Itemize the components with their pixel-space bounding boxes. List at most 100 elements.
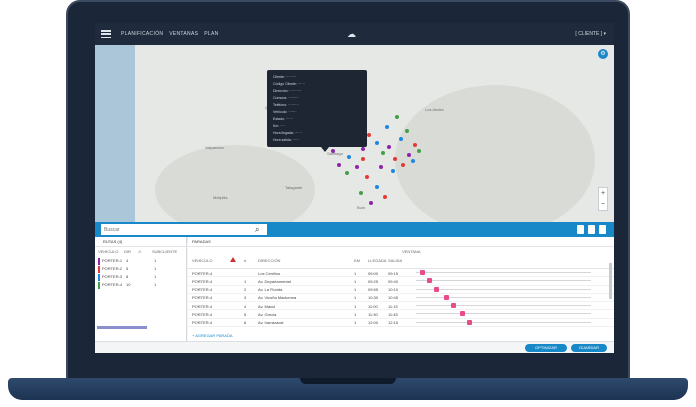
excel-icon[interactable]	[588, 225, 595, 234]
map-stop-marker[interactable]	[393, 157, 397, 161]
column-header: DIR	[124, 249, 131, 254]
vertical-scrollbar[interactable]	[609, 263, 612, 299]
map-stop-marker[interactable]	[361, 157, 365, 161]
tooltip-line: Estado: ······	[273, 117, 293, 121]
stop-row[interactable]: PORTER-4 2 Av. La Florida 1 09:55 10:10	[188, 286, 614, 294]
breadcrumb-item[interactable]: PLAN	[204, 31, 219, 37]
route-color-swatch	[98, 265, 100, 273]
timeline-pin[interactable]	[466, 319, 472, 325]
tooltip-arrow	[321, 147, 329, 152]
stop-etd: 11:45	[388, 311, 398, 317]
stop-row[interactable]: PORTER-4 4 Av. Macul 1 11:00 11:15	[188, 302, 614, 311]
map-stop-marker[interactable]	[411, 159, 415, 163]
timeline-pin[interactable]	[444, 294, 449, 300]
stop-address: Av. Vicuña Mackenna	[258, 295, 297, 301]
stop-address: Av. Macul	[258, 303, 276, 309]
app-screen: PLANIFICACIÓN VENTANAS PLAN ☁ [ CLIENTE …	[95, 23, 614, 353]
search-icon[interactable]: ⌕	[255, 225, 260, 234]
map-stop-marker[interactable]	[361, 147, 365, 151]
map[interactable]: Santiago Melipilla San Antonio Talagante…	[95, 45, 614, 243]
menu-icon[interactable]	[101, 30, 111, 38]
stop-vehicle: PORTER-4	[192, 287, 213, 293]
warning-icon	[230, 257, 236, 262]
map-stop-marker[interactable]	[375, 141, 379, 145]
map-stop-marker[interactable]	[375, 185, 379, 189]
cloud-sync-icon[interactable]: ☁	[347, 29, 356, 39]
map-stop-marker[interactable]	[331, 149, 335, 153]
route-row[interactable]: PORTER-4 10 1	[95, 281, 186, 289]
map-stop-marker[interactable]	[413, 143, 417, 147]
stop-km: 1	[354, 311, 357, 317]
breadcrumb-item[interactable]: VENTANAS	[169, 31, 199, 37]
map-stop-marker[interactable]	[345, 171, 349, 175]
timeline-pin[interactable]	[433, 286, 439, 292]
route-color-swatch	[98, 257, 100, 265]
search-input[interactable]	[101, 224, 267, 235]
optimize-button[interactable]: OPTIMIZAR	[525, 344, 567, 352]
map-relief	[395, 85, 595, 235]
breadcrumb-item[interactable]: PLANIFICACIÓN	[121, 31, 164, 37]
map-stop-marker[interactable]	[369, 201, 373, 205]
city-label: Talagante	[285, 185, 303, 190]
stop-row[interactable]: PORTER-4 5 Av. Grecia 1 11:30 11:45	[188, 310, 614, 319]
add-stop-link[interactable]: + AGREGAR PARADA	[192, 333, 233, 338]
settings-icon[interactable]: ⚙	[598, 49, 608, 59]
tooltip-line: Código Cliente: ······	[273, 82, 305, 86]
zoom-in-icon[interactable]: +	[600, 190, 606, 197]
breadcrumb: PLANIFICACIÓN VENTANAS PLAN	[121, 31, 219, 37]
stop-row[interactable]: PORTER-4 3 Av. Vicuña Mackenna 1 10:30 10:45	[188, 294, 614, 303]
map-stop-marker[interactable]	[401, 163, 405, 167]
zoom-out-icon[interactable]: −	[600, 201, 606, 208]
pdf-icon[interactable]	[577, 225, 584, 234]
stop-row[interactable]: PORTER-4 Los Cerrillos 1 09:00 09:15	[188, 269, 614, 278]
document-icon[interactable]	[599, 225, 606, 234]
column-header: SUBCLIENTE	[152, 249, 178, 254]
map-stop-marker[interactable]	[399, 137, 403, 141]
route-extra	[140, 273, 154, 281]
stop-num: 3	[244, 295, 247, 301]
map-stop-marker[interactable]	[365, 175, 369, 179]
map-stop-marker[interactable]	[367, 133, 371, 137]
tooltip-line: Cliente: ·········	[273, 75, 297, 79]
map-stop-marker[interactable]	[391, 169, 395, 173]
map-stop-marker[interactable]	[385, 125, 389, 129]
timeline-pin[interactable]	[459, 311, 465, 317]
map-stop-marker[interactable]	[347, 155, 351, 159]
column-header: SALIDA	[388, 258, 403, 263]
route-sub: 1	[154, 274, 157, 279]
horizontal-scrollbar[interactable]	[97, 326, 147, 329]
map-stop-marker[interactable]	[337, 163, 341, 167]
route-vehicle: PORTER-3	[102, 274, 123, 279]
map-stop-marker[interactable]	[417, 149, 421, 153]
timeline-pin[interactable]	[426, 278, 432, 284]
save-button[interactable]: GUARDAR	[571, 344, 607, 352]
city-label: Melipilla	[213, 195, 228, 200]
zoom-control[interactable]: + −	[598, 187, 608, 211]
stop-vehicle: PORTER-4	[192, 311, 213, 317]
map-stop-marker[interactable]	[381, 151, 385, 155]
map-stop-marker[interactable]	[379, 165, 383, 169]
stop-vehicle: PORTER-4	[192, 295, 213, 301]
timeline-pin[interactable]	[419, 270, 425, 275]
map-stop-marker[interactable]	[387, 145, 391, 149]
route-row[interactable]: PORTER-3 8 1	[95, 273, 186, 281]
stop-row[interactable]: PORTER-4 1 Av. Departamental 1 09:25 09:40	[188, 277, 614, 286]
map-stop-marker[interactable]	[405, 129, 409, 133]
timeline-track	[416, 313, 591, 315]
map-stop-marker[interactable]	[355, 165, 359, 169]
map-stop-marker[interactable]	[395, 115, 399, 119]
route-vehicle: PORTER-2	[102, 266, 123, 271]
route-row[interactable]: PORTER-1 4 1	[95, 257, 186, 265]
stop-row[interactable]: PORTER-4 6 Av. Irarrázaval 1 12:00 12:15	[188, 319, 614, 328]
stop-num: 1	[244, 278, 247, 284]
map-stop-marker[interactable]	[359, 191, 363, 195]
stop-num: 5	[244, 311, 247, 317]
map-stop-marker[interactable]	[407, 153, 411, 157]
map-stop-marker[interactable]	[383, 195, 387, 199]
tooltip-line: Vehículo: ·······	[273, 110, 297, 114]
user-menu[interactable]: [ CLIENTE ] ▾	[575, 31, 606, 37]
column-header: VENTANA	[402, 249, 421, 254]
timeline-pin[interactable]	[451, 303, 456, 309]
stop-eta: 11:00	[368, 303, 378, 309]
route-row[interactable]: PORTER-2 5 1	[95, 265, 186, 273]
